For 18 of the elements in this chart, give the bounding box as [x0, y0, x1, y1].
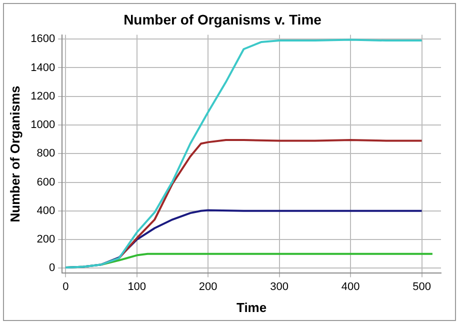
x-axis-title: Time: [236, 300, 267, 315]
y-tick-label: 0: [48, 262, 56, 274]
y-tick-label: 800: [36, 148, 56, 160]
x-tick-label: 100: [128, 280, 146, 293]
y-axis-title: Number of Organisms: [7, 86, 22, 222]
chart-title: Number of Organisms v. Time: [124, 11, 322, 28]
x-tick-label: 500: [412, 280, 431, 293]
y-tick-label: 1200: [30, 90, 56, 102]
x-tick-label: 300: [270, 280, 288, 293]
x-tick-label: 0: [62, 280, 69, 293]
y-tick-label: 1600: [30, 33, 56, 46]
y-tick-label: 400: [36, 204, 56, 217]
y-tick-label: 200: [36, 234, 56, 246]
x-tick-label: 400: [341, 280, 360, 293]
y-tick-label: 1000: [30, 119, 56, 132]
y-tick-label: 1400: [30, 62, 56, 74]
y-tick-label: 600: [36, 176, 56, 188]
x-tick-label: 200: [198, 280, 218, 293]
